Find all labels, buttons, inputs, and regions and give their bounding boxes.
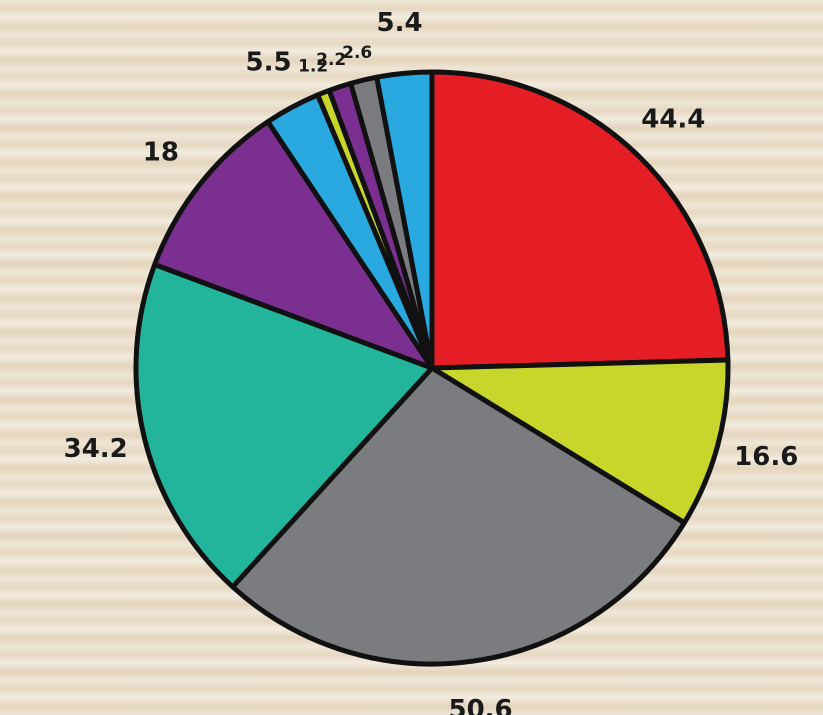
pie-slice — [374, 69, 435, 371]
pie-slice — [230, 365, 687, 667]
value-label: 1.2 — [298, 57, 328, 77]
pie-slice — [429, 357, 731, 526]
value-label: 2.2 — [316, 50, 346, 70]
pie-slice — [152, 119, 435, 371]
value-label: 50.6 — [448, 695, 512, 715]
pie-slice — [429, 69, 731, 371]
value-label: 34.2 — [64, 434, 128, 464]
value-label: 2.6 — [342, 43, 372, 63]
pie-slice — [133, 261, 435, 590]
value-label: 5.5 — [246, 48, 292, 78]
value-label: 5.4 — [377, 8, 423, 38]
value-label: 18 — [143, 138, 179, 168]
value-label: 44.4 — [641, 105, 705, 135]
value-label: 16.6 — [734, 442, 798, 472]
